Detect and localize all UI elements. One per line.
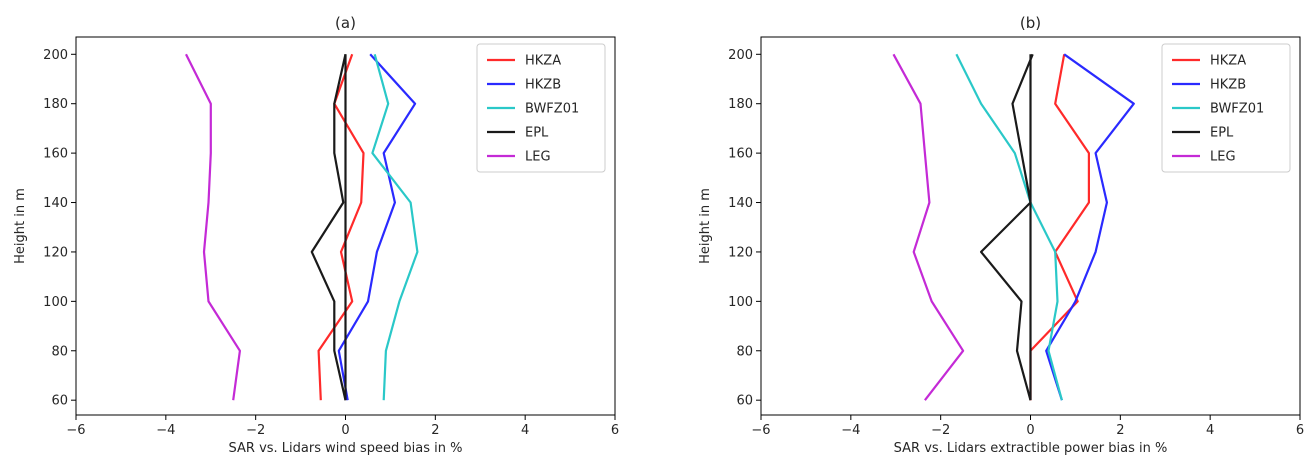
series-line-bwfz01 bbox=[955, 53, 1063, 401]
legend-label-bwfz01: BWFZ01 bbox=[1210, 102, 1264, 117]
series-line-hkzb bbox=[1045, 53, 1135, 401]
y-axis-label: Height in m bbox=[13, 188, 28, 264]
y-tick-label: 120 bbox=[43, 245, 68, 260]
legend-label-hkzb: HKZB bbox=[525, 78, 561, 93]
y-axis-label: Height in m bbox=[698, 188, 713, 264]
x-tick-label: 6 bbox=[1296, 423, 1304, 438]
legend-label-hkzb: HKZB bbox=[1210, 78, 1246, 93]
legend-label-hkza: HKZA bbox=[1210, 54, 1246, 69]
y-tick-label: 120 bbox=[728, 245, 753, 260]
y-tick-label: 100 bbox=[43, 295, 68, 310]
x-tick-label: 0 bbox=[1026, 423, 1034, 438]
legend-box bbox=[1161, 43, 1291, 173]
legend-label-epl: EPL bbox=[1210, 126, 1234, 141]
y-tick-label: 200 bbox=[728, 48, 753, 63]
x-tick-label: −2 bbox=[931, 423, 950, 438]
y-tick-label: 180 bbox=[43, 97, 68, 112]
panel-a: (a) −6 −4 −2 0 2 4 6 60 80 100 120 140 160 180 200 SAR v… bbox=[13, 14, 619, 456]
series-line-epl bbox=[979, 53, 1034, 401]
y-tick-label: 140 bbox=[43, 196, 68, 211]
y-tick-label: 180 bbox=[728, 97, 753, 112]
y-tick-label: 160 bbox=[728, 147, 753, 162]
legend-label-bwfz01: BWFZ01 bbox=[525, 102, 579, 117]
x-tick-label: −6 bbox=[66, 423, 85, 438]
x-tick-label: 2 bbox=[1116, 423, 1124, 438]
panel-b: (b) −6 −4 −2 0 2 4 6 60 80 100 120 140 160 180 200 SAR v… bbox=[698, 14, 1304, 456]
legend-label-epl: EPL bbox=[525, 126, 549, 141]
series-line-hkza bbox=[317, 53, 365, 401]
legend-box bbox=[476, 43, 606, 173]
x-tick-label: −4 bbox=[841, 423, 860, 438]
y-tick-label: 60 bbox=[51, 394, 68, 409]
legend-label-hkza: HKZA bbox=[525, 54, 561, 69]
series-line-hkza bbox=[1029, 54, 1091, 401]
y-tick-label: 160 bbox=[43, 147, 68, 162]
panel-title: (a) bbox=[335, 14, 356, 32]
panel-title: (b) bbox=[1020, 14, 1041, 32]
series-line-epl bbox=[310, 54, 347, 401]
series-line-bwfz01 bbox=[371, 54, 419, 401]
y-tick-label: 140 bbox=[728, 196, 753, 211]
x-tick-label: −2 bbox=[246, 423, 265, 438]
x-tick-label: −6 bbox=[751, 423, 770, 438]
y-tick-label: 60 bbox=[736, 394, 753, 409]
x-tick-label: 4 bbox=[1206, 423, 1214, 438]
x-tick-label: −4 bbox=[156, 423, 175, 438]
x-tick-label: 2 bbox=[431, 423, 439, 438]
series-line-hkzb bbox=[337, 53, 417, 401]
series-line-leg bbox=[185, 53, 241, 401]
y-tick-label: 100 bbox=[728, 295, 753, 310]
x-axis-label: SAR vs. Lidars extractible power bias in… bbox=[894, 441, 1168, 456]
y-tick-label: 80 bbox=[736, 344, 753, 359]
x-axis-label: SAR vs. Lidars wind speed bias in % bbox=[229, 441, 463, 456]
legend: HKZA HKZB BWFZ01 EPL LEG bbox=[476, 43, 606, 173]
x-tick-label: 6 bbox=[611, 423, 619, 438]
y-tick-label: 80 bbox=[51, 344, 68, 359]
x-tick-label: 0 bbox=[341, 423, 349, 438]
legend-label-leg: LEG bbox=[1210, 150, 1236, 165]
x-tick-label: 4 bbox=[521, 423, 529, 438]
legend: HKZA HKZB BWFZ01 EPL LEG bbox=[1161, 43, 1291, 173]
y-tick-label: 200 bbox=[43, 48, 68, 63]
legend-label-leg: LEG bbox=[525, 150, 551, 165]
series-line-leg bbox=[892, 53, 965, 401]
